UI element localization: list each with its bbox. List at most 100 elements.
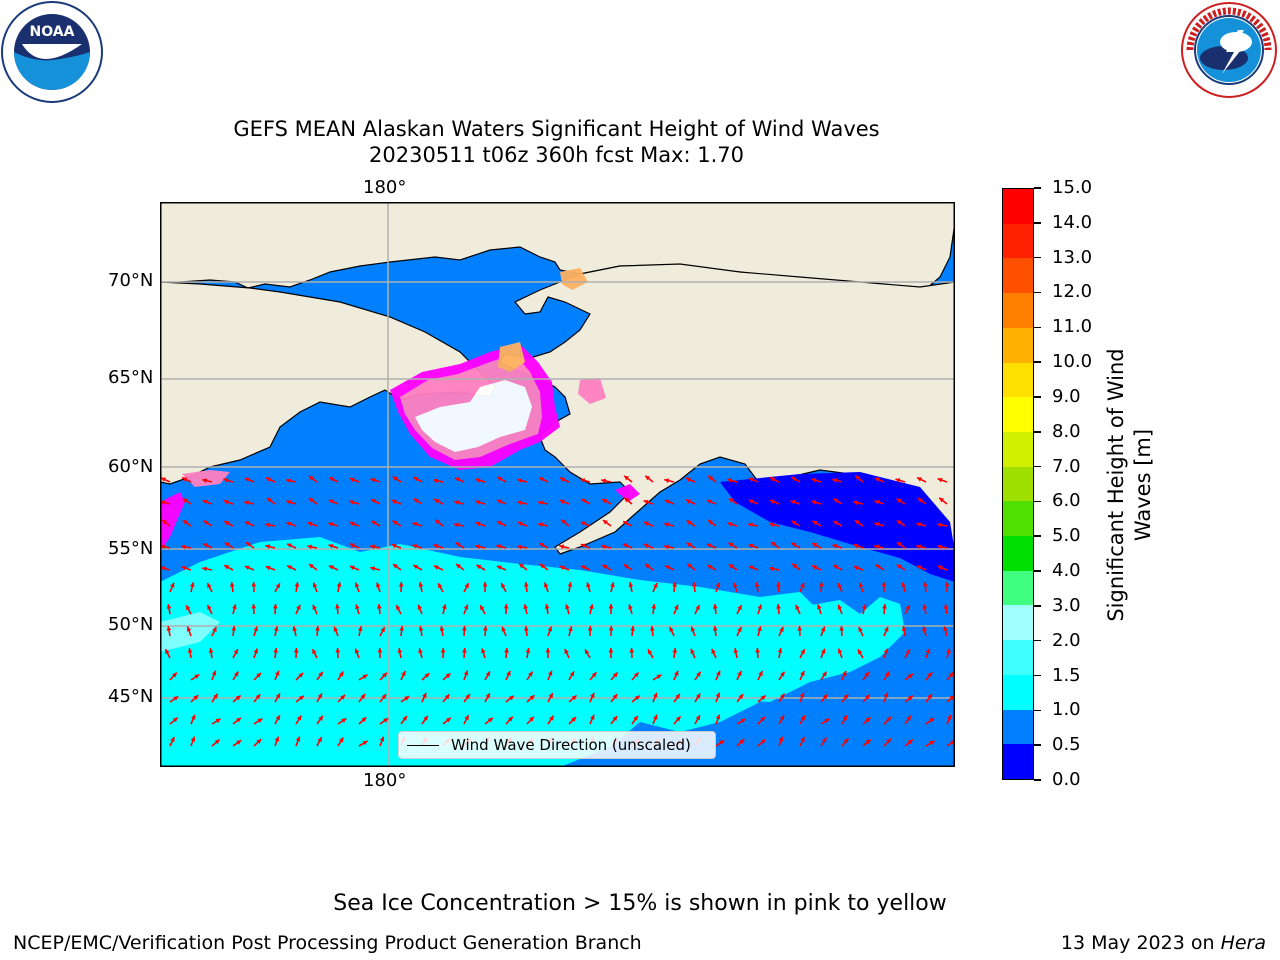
wind-wave-arrow-head bbox=[413, 565, 419, 570]
lat-label-70: 70°N bbox=[108, 270, 154, 291]
wind-wave-arrow-head bbox=[538, 522, 544, 528]
wind-wave-arrow-head bbox=[664, 522, 670, 527]
wind-wave-arrow-head bbox=[608, 604, 614, 609]
wind-wave-arrow-head bbox=[812, 543, 818, 548]
wind-wave-arrow-head bbox=[341, 718, 347, 723]
wind-wave-arrow-head bbox=[309, 563, 314, 569]
wind-wave-arrow-head bbox=[202, 566, 207, 572]
wind-wave-arrow-head bbox=[523, 604, 529, 610]
wind-wave-arrow-head bbox=[160, 566, 166, 571]
wind-wave-arrow-head bbox=[485, 693, 490, 699]
wind-wave-arrow-head bbox=[610, 582, 615, 588]
wind-wave-arrow-head bbox=[905, 605, 910, 611]
wind-wave-arrow-head bbox=[454, 522, 459, 528]
wind-wave-arrow-head bbox=[715, 692, 721, 698]
wind-wave-arrow-head bbox=[333, 626, 339, 632]
wind-wave-arrow-head bbox=[375, 582, 381, 588]
wind-wave-arrow-head bbox=[229, 582, 235, 587]
wind-wave-arrow-head bbox=[349, 500, 355, 505]
colorbar-tick-label: 5.0 bbox=[1052, 525, 1081, 547]
wind-wave-arrow-head bbox=[727, 521, 733, 527]
wind-wave-arrow-head bbox=[649, 626, 655, 631]
chart-title-line2: 20230511 t06z 360h fcst Max: 1.70 bbox=[369, 143, 744, 167]
wind-wave-arrow-head bbox=[207, 605, 212, 611]
wind-wave-arrow-head bbox=[439, 626, 445, 631]
colorbar-tick-mark bbox=[1034, 256, 1041, 259]
wind-wave-arrow-head bbox=[882, 604, 887, 609]
wave-region-high-east bbox=[720, 597, 905, 702]
wind-wave-arrow-head bbox=[496, 565, 502, 570]
wind-wave-arrow-head bbox=[274, 670, 280, 676]
noaa-logo: NOAA bbox=[0, 0, 104, 104]
wind-wave-arrow-head bbox=[728, 542, 734, 548]
wind-wave-arrow-head bbox=[711, 648, 716, 654]
wind-wave-arrow-head bbox=[244, 565, 250, 570]
wind-wave-arrow-head bbox=[224, 542, 230, 547]
colorbar-segment bbox=[1003, 536, 1033, 571]
colorbar-segment bbox=[1003, 466, 1033, 502]
colorbar-tick-mark bbox=[1034, 396, 1041, 398]
wind-wave-arrow-head bbox=[590, 692, 595, 698]
wind-wave-arrow-head bbox=[791, 542, 797, 548]
wind-wave-arrow-head bbox=[362, 740, 368, 746]
wind-wave-arrow-head bbox=[858, 626, 863, 632]
wind-wave-arrow-head bbox=[496, 499, 502, 504]
wind-wave-arrow-head bbox=[496, 544, 502, 549]
colorbar-tick-mark bbox=[1034, 709, 1041, 712]
wind-wave-arrow-head bbox=[274, 736, 280, 742]
wind-wave-arrow-head bbox=[202, 499, 208, 505]
wind-wave-arrow-head bbox=[645, 563, 651, 569]
wind-wave-arrow-head bbox=[233, 649, 238, 655]
colorbar-tick-mark bbox=[1034, 291, 1041, 294]
wind-wave-arrow-head bbox=[865, 717, 871, 723]
wind-wave-arrow-head bbox=[251, 604, 257, 609]
wind-wave-arrow-head bbox=[927, 672, 933, 678]
wind-wave-arrow-head bbox=[612, 672, 618, 678]
wind-wave-arrow-head bbox=[864, 694, 870, 700]
wind-wave-arrow-head bbox=[771, 541, 777, 547]
wind-wave-arrow-head bbox=[162, 519, 168, 525]
noaa-logo-text: NOAA bbox=[30, 24, 75, 40]
wind-wave-arrow-head bbox=[417, 604, 423, 610]
colorbar-tick-label: 9.0 bbox=[1052, 385, 1081, 407]
wind-wave-arrow-head bbox=[708, 475, 714, 481]
wind-wave-arrow-head bbox=[461, 626, 467, 631]
wind-wave-arrow-head bbox=[215, 718, 221, 724]
wind-wave-arrow-head bbox=[165, 649, 170, 655]
wind-wave-arrow-head bbox=[728, 498, 734, 503]
wind-wave-arrow-head bbox=[286, 543, 292, 548]
wind-wave-arrow-head bbox=[203, 543, 209, 548]
wind-wave-arrow-head bbox=[690, 648, 695, 654]
wind-wave-arrow-head bbox=[669, 626, 674, 632]
wind-wave-arrow-head bbox=[581, 498, 587, 504]
wind-wave-arrow-head bbox=[776, 604, 781, 609]
wind-wave-arrow-head bbox=[943, 626, 948, 632]
wind-wave-arrow-head bbox=[795, 604, 800, 610]
wind-wave-arrow-head bbox=[328, 522, 334, 527]
wind-wave-arrow-head bbox=[664, 478, 670, 484]
colorbar-tick-mark bbox=[1034, 431, 1041, 433]
colorbar-tick-label: 1.0 bbox=[1052, 699, 1081, 721]
wind-wave-arrow-head bbox=[937, 522, 942, 528]
wind-wave-arrow-head bbox=[907, 739, 913, 745]
wind-wave-arrow-head bbox=[748, 543, 754, 549]
colorbar-segment bbox=[1003, 605, 1033, 641]
wind-wave-arrow-head bbox=[712, 604, 718, 609]
wind-wave-arrow-head bbox=[822, 671, 827, 677]
wind-wave-arrow-head bbox=[923, 582, 928, 587]
wind-wave-arrow-head bbox=[728, 564, 734, 569]
wind-wave-arrow-head bbox=[946, 648, 951, 654]
wind-wave-arrow-head bbox=[318, 671, 323, 677]
wind-wave-arrow-head bbox=[376, 604, 382, 609]
map-bottom-lon-label: 180° bbox=[363, 770, 407, 791]
wind-wave-arrow-head bbox=[328, 499, 334, 504]
wind-wave-arrow-head bbox=[413, 498, 419, 503]
wind-wave-arrow-head bbox=[423, 715, 428, 721]
wind-wave-arrow-head bbox=[434, 499, 440, 504]
wind-wave-arrow-head bbox=[370, 477, 376, 483]
wind-wave-arrow-head bbox=[317, 693, 323, 699]
wind-wave-arrow-head bbox=[349, 521, 355, 527]
wind-wave-arrow-head bbox=[580, 565, 586, 570]
wind-wave-arrow-head bbox=[481, 648, 486, 654]
wind-wave-arrow-head bbox=[820, 648, 826, 654]
